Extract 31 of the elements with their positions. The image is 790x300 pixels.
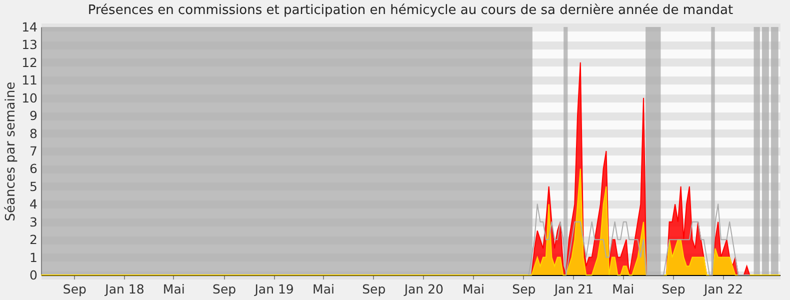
y-axis-title: Séances par semaine — [4, 82, 19, 222]
x-tick-label: Mai — [162, 282, 185, 296]
y-tick-label: 8 — [30, 126, 38, 141]
y-tick-label: 12 — [22, 54, 38, 70]
y-tick-label: 4 — [30, 196, 38, 212]
x-tick-label: Sep — [62, 282, 87, 296]
y-tick-label: 6 — [30, 161, 38, 176]
x-tick-label: Mai — [612, 282, 634, 296]
y-tick-label: 14 — [22, 20, 38, 34]
x-tick-label: Jan 20 — [403, 282, 444, 296]
y-tick-label: 10 — [22, 90, 38, 106]
y-tick-label: 1 — [30, 250, 38, 265]
y-tick-label: 13 — [22, 37, 38, 52]
x-tick-label: Sep — [662, 282, 686, 296]
y-tick-label: 7 — [30, 144, 38, 158]
y-tick-label: 11 — [22, 72, 38, 88]
x-tick-label: Sep — [362, 282, 386, 296]
x-tick-label: Mai — [462, 282, 484, 296]
y-tick-label: 2 — [30, 232, 38, 248]
y-tick-label: 5 — [30, 178, 38, 194]
y-tick-label: 9 — [30, 108, 38, 124]
x-tick-label: Jan 19 — [254, 282, 294, 296]
y-tick-label: 3 — [30, 214, 38, 230]
x-tick-label: Jan 21 — [553, 282, 594, 296]
x-tick-label: Sep — [512, 282, 536, 296]
x-tick-label: Mai — [312, 282, 334, 296]
chart-title: Présences en commissions et participation en hémicycle au cours de sa dernière année de mandat — [88, 3, 734, 18]
x-tick-label: Sep — [212, 282, 236, 296]
x-tick-label: Jan 18 — [104, 282, 144, 296]
y-tick-label: 0 — [30, 268, 38, 282]
x-tick-label: Jan 22 — [702, 282, 744, 296]
